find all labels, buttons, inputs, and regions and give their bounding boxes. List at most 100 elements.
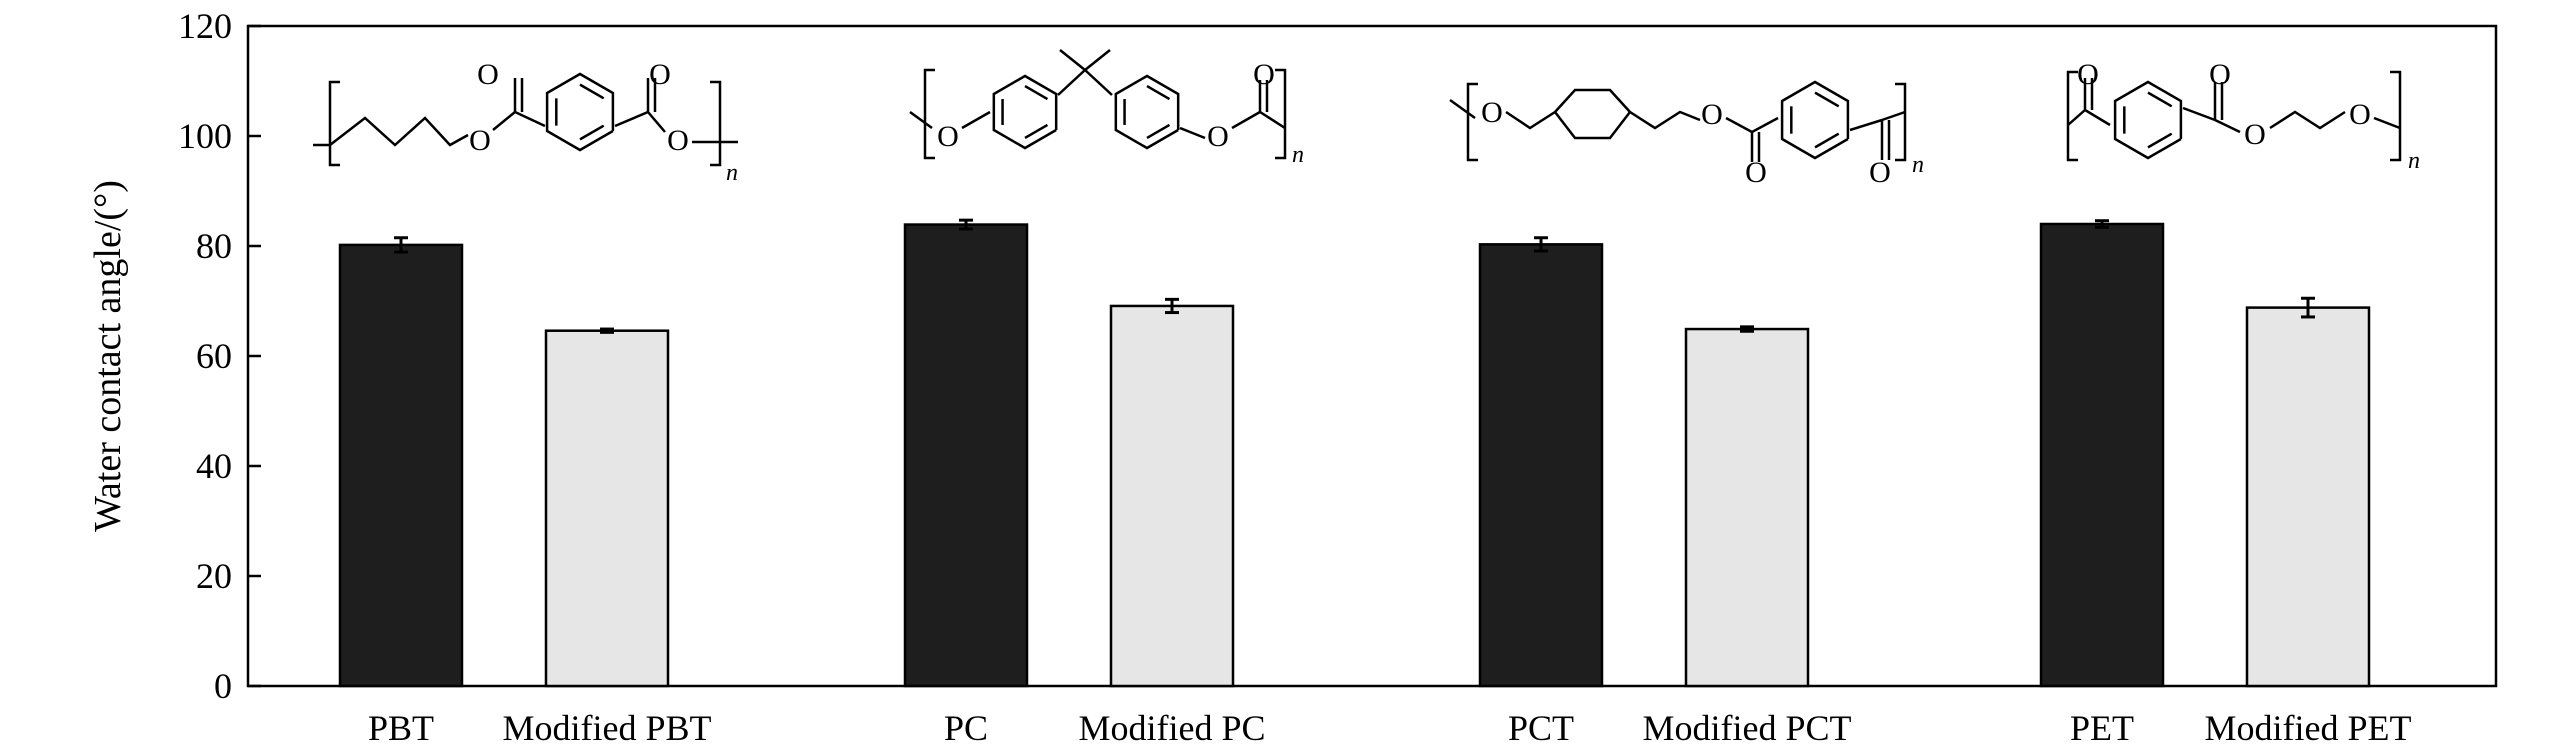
bond [2182,106,2216,122]
oxygen-atom-label: O [649,58,671,91]
x-category-label: PCT [1508,708,1574,748]
oxygen-atom-label: O [2077,58,2099,91]
oxygen-atom-label: O [2349,98,2371,131]
bond [1814,91,1840,108]
bond [1629,110,1701,130]
bond [1895,82,1907,162]
bond [614,110,649,128]
bond [1751,116,1779,134]
bond [1275,68,1287,160]
bond [1146,123,1171,140]
bond [647,111,666,133]
bar-pet [2039,222,2165,688]
bond [1057,69,1086,96]
y-tick-label: 20 [196,556,232,596]
oxygen-atom-label: O [477,58,499,91]
x-category-label: PET [2070,708,2134,748]
bond [992,74,1058,150]
bar-pct [1478,243,1604,688]
repeat-unit-n-label: n [1912,152,1924,178]
bond [1146,84,1171,101]
bond [579,83,605,100]
repeat-unit-n-label: n [1292,142,1304,168]
bond [1114,74,1180,150]
oxygen-atom-label: O [1253,58,1275,91]
oxygen-atom-label: O [1481,96,1503,129]
plot-area: 0 20 40 60 80 100 120 Water contact angle/(°) PB… [87,6,2498,748]
bond [923,68,935,160]
bond [1024,84,1049,101]
bond [492,111,516,131]
oxygen-atom-label: O [937,120,959,153]
oxygen-atom-label: O [667,124,689,157]
bond [1084,69,1113,96]
bond [1780,80,1850,160]
bond [961,110,991,130]
bond [1084,49,1111,71]
bond [1554,88,1632,140]
bar-pbt [338,243,464,688]
bond [2084,108,2111,127]
bond [2147,91,2173,108]
bond [328,80,340,167]
oxygen-atom-label: O [2244,118,2266,151]
x-category-label: PC [944,708,988,748]
oxygen-atom-label: O [2209,58,2231,91]
oxygen-atom-label: O [1869,156,1891,189]
bond [710,80,722,167]
repeat-unit-n-label: n [726,160,738,186]
bond [579,124,605,141]
y-tick-label: 100 [178,116,232,156]
bond [1849,118,1883,132]
bond [1259,110,1286,130]
bond [2067,109,2086,126]
bond [1179,126,1206,140]
bar-modified-pc [1109,304,1235,688]
pc-structure: O OOn [909,49,1304,168]
bar-pc [903,223,1029,688]
bond [514,110,546,128]
oxygen-atom-label: O [1701,98,1723,131]
oxygen-atom-label: O [469,124,491,157]
y-tick-label: 0 [214,666,232,706]
y-axis-label: Water contact angle/(°) [87,180,129,532]
bond [545,72,615,152]
bond [2066,70,2078,162]
pbt-structure: OO OOn [313,58,738,186]
bond [1059,49,1086,71]
bar-modified-pet [2245,306,2371,688]
bar-modified-pct [1684,327,1810,688]
bond [2113,80,2183,160]
y-tick-label: 120 [178,6,232,46]
bond [2214,118,2241,134]
x-category-label: Modified PCT [1642,708,1851,748]
y-tick-label: 40 [196,446,232,486]
oxygen-atom-label: O [1745,156,1767,189]
bond [1725,116,1753,134]
bond [1024,123,1049,140]
bond [1466,82,1478,162]
y-tick-label: 80 [196,226,232,266]
bond [1449,98,1476,120]
bond [2147,132,2173,149]
x-category-label: PBT [368,708,434,748]
x-category-label: Modified PET [2205,708,2412,748]
bond [1231,110,1261,130]
bond [2390,70,2402,162]
bond [909,110,933,130]
bar-modified-pbt [544,329,670,688]
y-tick-label: 60 [196,336,232,376]
bond [1814,132,1840,149]
bond [1881,110,1906,122]
bond [329,116,469,147]
bond [2269,110,2346,130]
bond [1505,110,1556,130]
bond [2373,116,2401,130]
x-category-label: Modified PC [1078,708,1265,748]
oxygen-atom-label: O [1207,120,1229,153]
x-category-label: Modified PBT [502,708,711,748]
